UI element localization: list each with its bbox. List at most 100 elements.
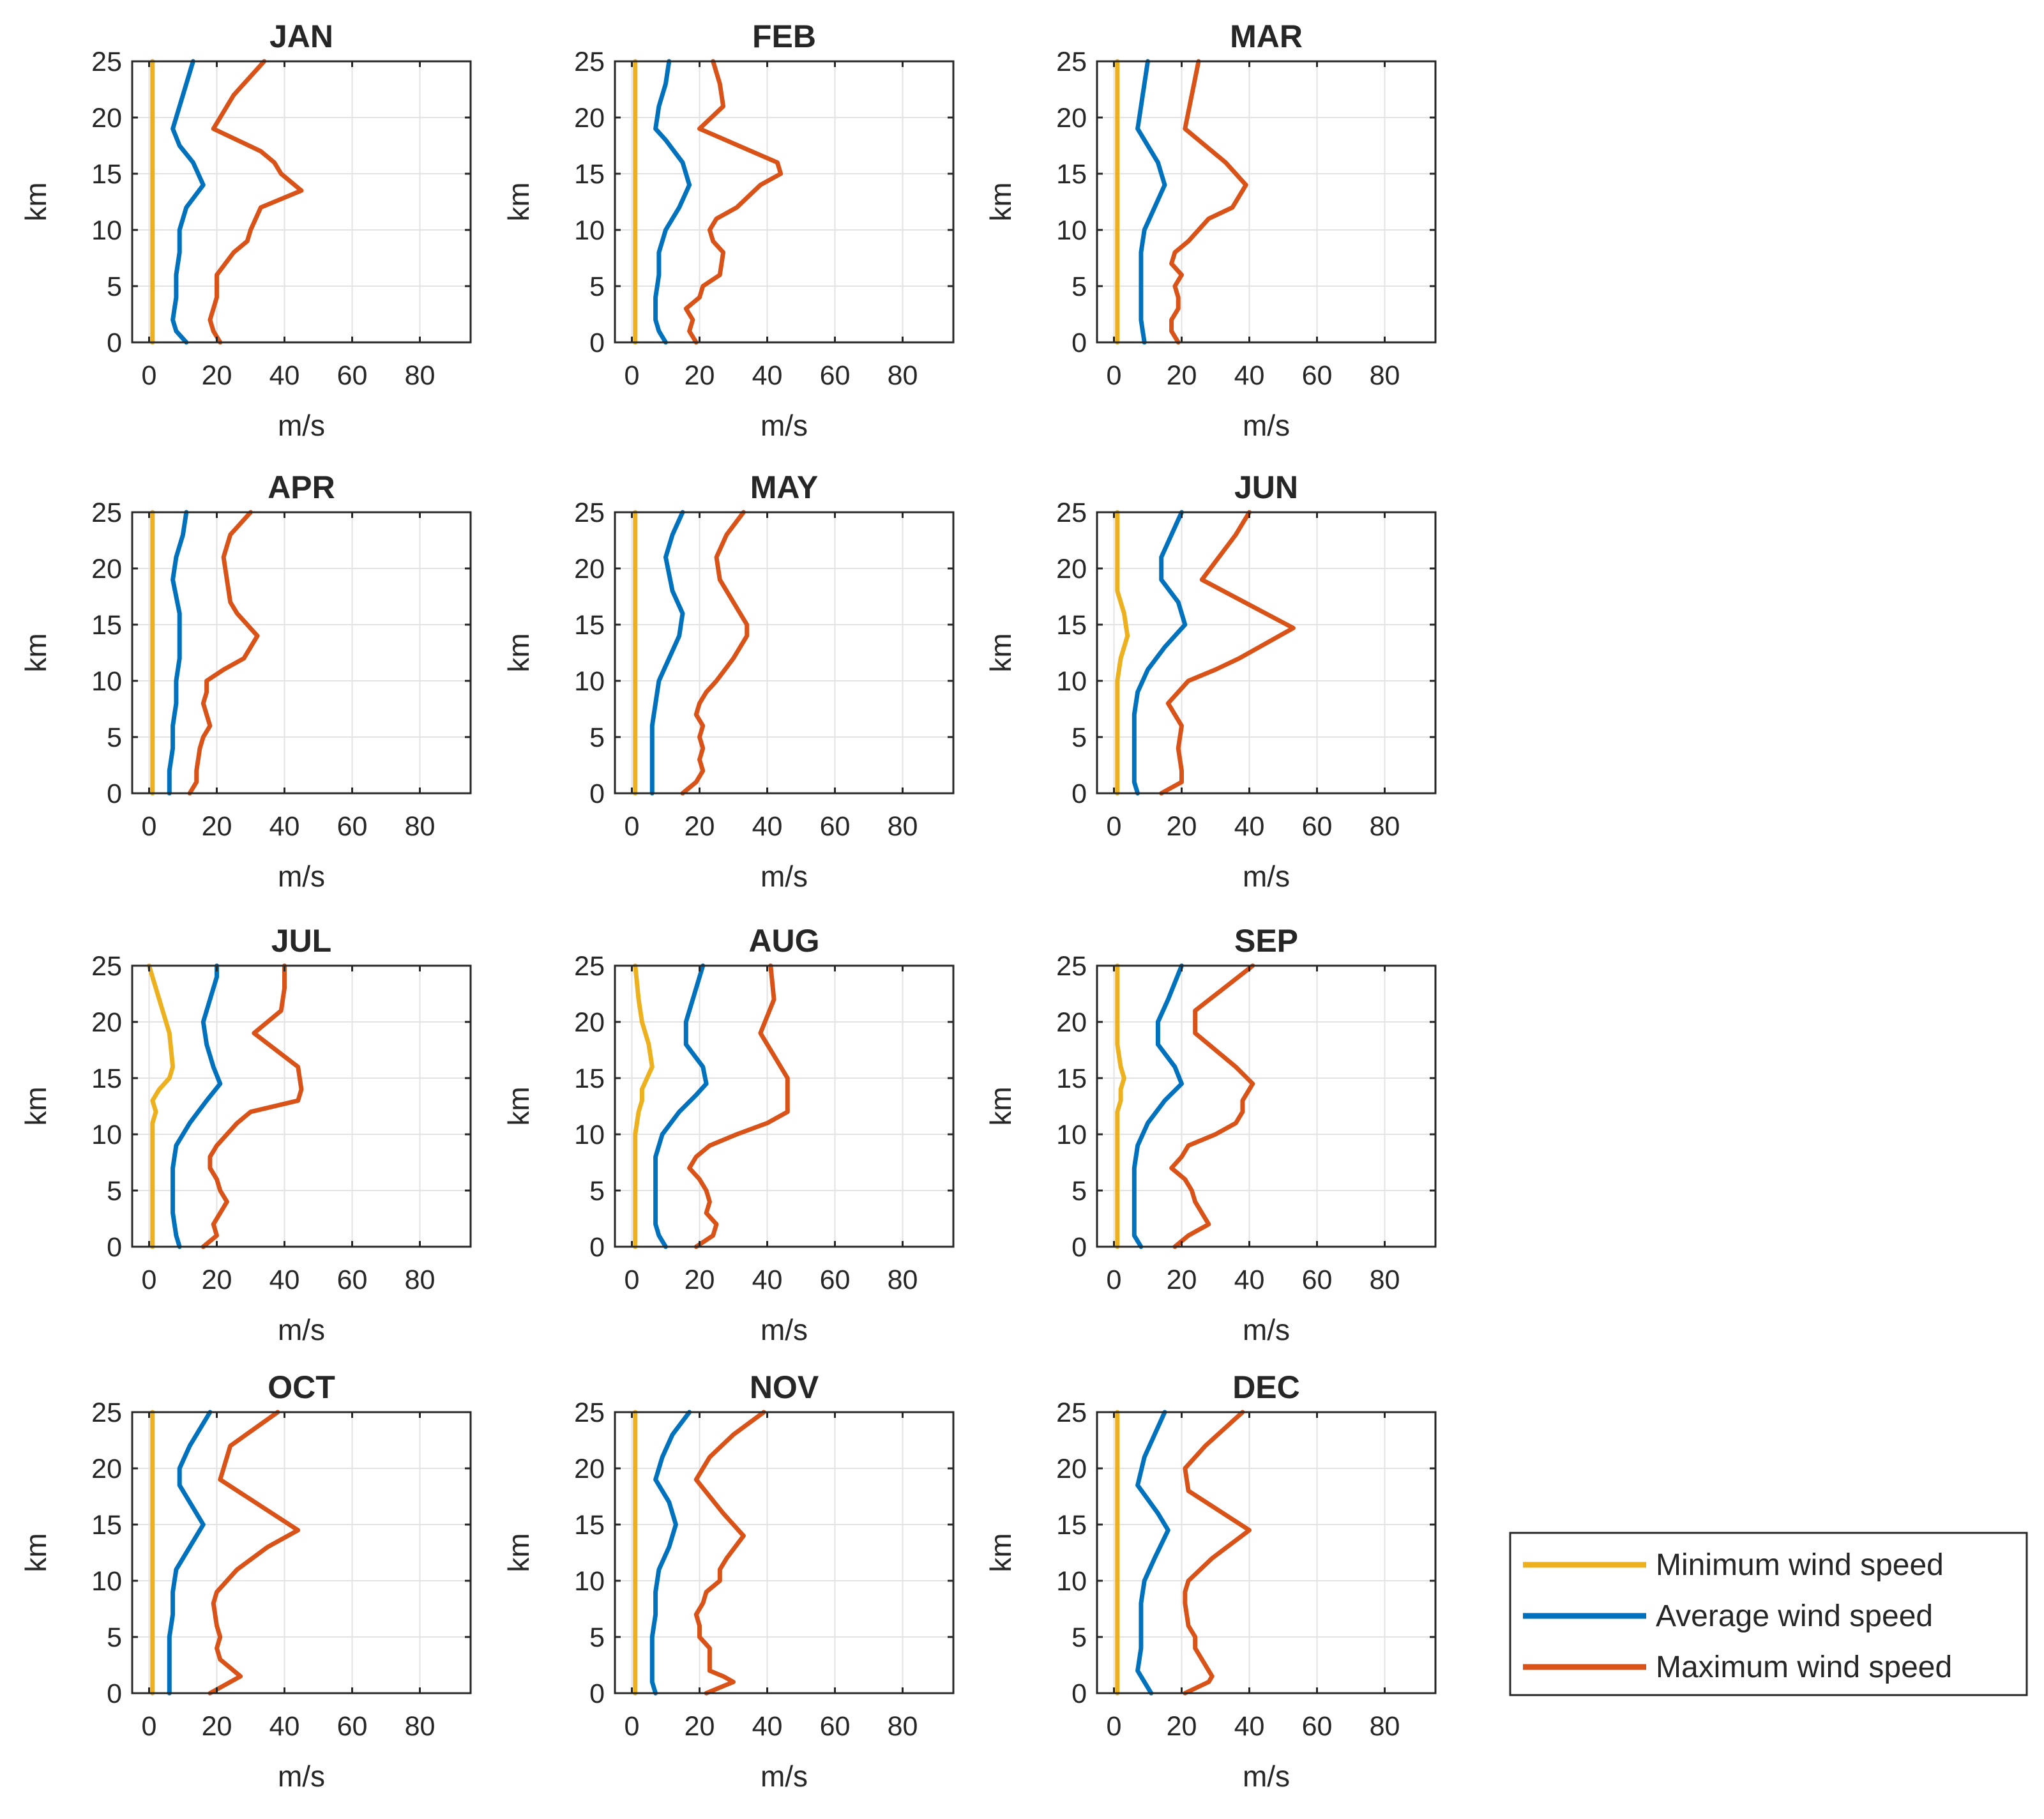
panel-mar: 0 20 40 60 80 0 5 10 15 20 25 MAR m/s km bbox=[984, 19, 1437, 442]
y-tick-label: 5 bbox=[589, 1176, 605, 1206]
x-tick-label: 0 bbox=[1107, 1711, 1122, 1742]
y-tick-label: 25 bbox=[1056, 1397, 1087, 1428]
x-axis-label: m/s bbox=[278, 860, 325, 893]
x-tick-label: 60 bbox=[1302, 360, 1333, 391]
axes-box bbox=[131, 511, 472, 795]
series-line-max bbox=[1169, 59, 1248, 345]
x-tick-label: 80 bbox=[888, 360, 918, 391]
x-tick-label: 80 bbox=[1370, 360, 1400, 391]
y-tick-label: 25 bbox=[574, 1397, 605, 1428]
panel-title: MAY bbox=[750, 469, 819, 505]
y-axis-label: km bbox=[19, 1533, 52, 1572]
y-tick-label: 25 bbox=[574, 47, 605, 77]
y-tick-label: 0 bbox=[589, 1232, 605, 1263]
y-tick-label: 10 bbox=[1056, 215, 1087, 246]
series-line-min bbox=[147, 963, 176, 1249]
series-line-avg bbox=[167, 510, 189, 796]
panel-title: MAR bbox=[1230, 19, 1303, 54]
x-axis-label: m/s bbox=[278, 409, 325, 442]
y-tick-label: 5 bbox=[1071, 271, 1087, 302]
plot-area bbox=[615, 1412, 953, 1693]
axes-box bbox=[1096, 60, 1437, 344]
plot-area bbox=[615, 966, 953, 1247]
plot-area bbox=[132, 512, 471, 793]
series-line-max bbox=[1183, 1410, 1252, 1696]
panel-jan: 0 20 40 60 80 0 5 10 15 20 25 JAN m/s km bbox=[19, 19, 472, 442]
y-tick-label: 20 bbox=[574, 554, 605, 584]
y-tick-label: 5 bbox=[107, 722, 122, 753]
y-tick-label: 25 bbox=[1056, 47, 1087, 77]
y-tick-label: 10 bbox=[91, 215, 122, 246]
panel-apr: 0 20 40 60 80 0 5 10 15 20 25 APR m/s km bbox=[19, 469, 472, 893]
axes-box bbox=[614, 511, 955, 795]
x-axis-label: m/s bbox=[1243, 409, 1290, 442]
series-line-max bbox=[1159, 510, 1296, 796]
y-tick-label: 0 bbox=[589, 779, 605, 809]
y-tick-label: 25 bbox=[574, 498, 605, 528]
panel-title: AUG bbox=[748, 923, 819, 959]
y-tick-label: 0 bbox=[107, 779, 122, 809]
series-line-max bbox=[683, 59, 784, 345]
legend: Minimum wind speed Average wind speed Ma… bbox=[1509, 1532, 2028, 1696]
x-tick-label: 80 bbox=[1370, 811, 1400, 842]
panel-sep: 0 20 40 60 80 0 5 10 15 20 25 SEP m/s km bbox=[984, 923, 1437, 1346]
x-tick-label: 20 bbox=[1167, 811, 1197, 842]
y-axis-label: km bbox=[984, 1086, 1017, 1125]
y-tick-label: 10 bbox=[574, 666, 605, 697]
series-line-max bbox=[187, 510, 260, 796]
x-tick-label: 40 bbox=[269, 811, 300, 842]
series-line-avg bbox=[167, 1410, 213, 1696]
y-axis-label: km bbox=[502, 1086, 535, 1125]
panel-title: JUN bbox=[1234, 469, 1298, 505]
y-tick-label: 20 bbox=[1056, 103, 1087, 133]
x-tick-label: 0 bbox=[142, 360, 157, 391]
x-tick-label: 20 bbox=[685, 811, 715, 842]
series-line-avg bbox=[1135, 59, 1167, 345]
series-line-max bbox=[201, 963, 304, 1249]
x-axis-label: m/s bbox=[761, 409, 808, 442]
series-line-avg bbox=[170, 59, 206, 345]
series-line-min bbox=[633, 963, 655, 1249]
x-tick-label: 40 bbox=[269, 1711, 300, 1742]
x-axis-label: m/s bbox=[278, 1760, 325, 1793]
y-tick-label: 15 bbox=[91, 1510, 122, 1541]
y-tick-label: 15 bbox=[574, 1510, 605, 1541]
x-tick-label: 60 bbox=[820, 360, 851, 391]
y-tick-label: 10 bbox=[574, 1120, 605, 1150]
y-tick-label: 5 bbox=[1071, 1176, 1087, 1206]
series-line-min bbox=[1115, 963, 1126, 1249]
y-tick-label: 20 bbox=[1056, 1007, 1087, 1038]
x-tick-label: 20 bbox=[685, 1711, 715, 1742]
axes-box bbox=[614, 1411, 955, 1694]
y-tick-label: 10 bbox=[1056, 666, 1087, 697]
x-tick-label: 60 bbox=[1302, 811, 1333, 842]
y-tick-label: 5 bbox=[107, 1622, 122, 1653]
y-axis-label: km bbox=[502, 182, 535, 221]
x-tick-label: 40 bbox=[752, 1711, 783, 1742]
y-tick-label: 20 bbox=[91, 1454, 122, 1484]
x-axis-label: m/s bbox=[1243, 1313, 1290, 1346]
y-tick-label: 25 bbox=[1056, 951, 1087, 982]
y-tick-label: 25 bbox=[91, 1397, 122, 1428]
y-tick-label: 10 bbox=[574, 1566, 605, 1597]
panel-nov: 0 20 40 60 80 0 5 10 15 20 25 NOV m/s km bbox=[502, 1369, 955, 1793]
y-tick-label: 0 bbox=[589, 1678, 605, 1709]
panel-title: FEB bbox=[752, 19, 816, 54]
x-tick-label: 0 bbox=[625, 1711, 640, 1742]
panel-title: JAN bbox=[269, 19, 333, 54]
x-tick-label: 0 bbox=[625, 1265, 640, 1295]
x-tick-label: 60 bbox=[1302, 1711, 1333, 1742]
x-tick-label: 80 bbox=[888, 1711, 918, 1742]
x-tick-label: 20 bbox=[1167, 1265, 1197, 1295]
x-tick-label: 40 bbox=[1234, 1265, 1265, 1295]
x-tick-label: 60 bbox=[337, 360, 368, 391]
x-tick-label: 40 bbox=[1234, 360, 1265, 391]
y-tick-label: 25 bbox=[91, 951, 122, 982]
series-line-avg bbox=[1135, 1410, 1170, 1696]
x-tick-label: 20 bbox=[202, 1711, 232, 1742]
y-tick-label: 20 bbox=[574, 103, 605, 133]
legend-label-max: Maximum wind speed bbox=[1656, 1650, 1952, 1684]
y-axis-label: km bbox=[19, 182, 52, 221]
y-tick-label: 20 bbox=[91, 103, 122, 133]
